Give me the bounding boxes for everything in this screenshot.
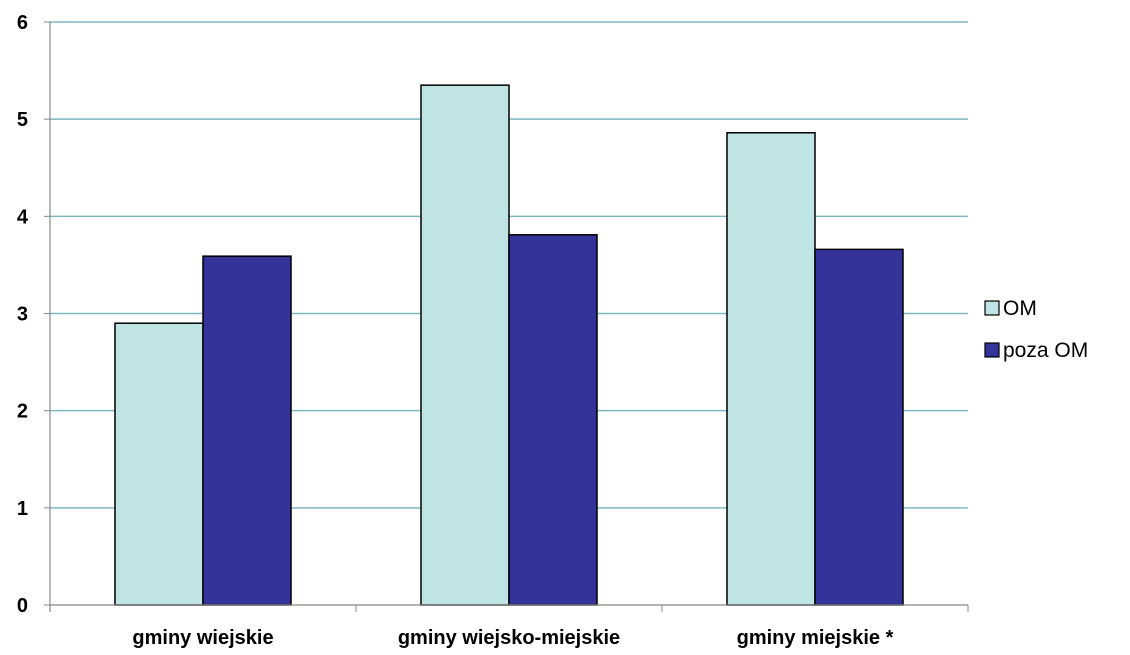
legend-label-om: OM (1003, 297, 1037, 320)
bar-om (114, 322, 204, 606)
y-tick-label: 1 (17, 498, 28, 520)
y-tick-label: 2 (17, 401, 28, 423)
bar-poza-om (508, 234, 598, 606)
x-tick-label: gminy miejskie * (737, 627, 894, 649)
bar-om (726, 132, 816, 606)
bar-poza-om (814, 248, 904, 606)
axes (44, 21, 969, 612)
y-tick-label: 3 (17, 304, 28, 326)
bar-om (420, 84, 510, 606)
x-axis-labels: gminy wiejskie gminy wiejsko-miejskie gmin… (132, 627, 893, 649)
legend-swatch-om (984, 300, 1000, 316)
y-tick-label: 5 (17, 109, 28, 131)
legend-swatch-poza-om (984, 342, 1000, 358)
legend: OM poza OM (984, 297, 1088, 362)
y-tick-label: 4 (17, 206, 29, 228)
bar-poza-om (202, 255, 292, 606)
x-tick-label: gminy wiejskie (132, 627, 273, 649)
y-axis-ticks: 0 1 2 3 4 5 6 (17, 12, 29, 617)
y-tick-label: 0 (17, 595, 28, 617)
legend-label-poza-om: poza OM (1003, 339, 1088, 362)
y-tick-label: 6 (17, 12, 28, 34)
x-tick-label: gminy wiejsko-miejskie (398, 627, 620, 649)
bars (114, 84, 904, 606)
